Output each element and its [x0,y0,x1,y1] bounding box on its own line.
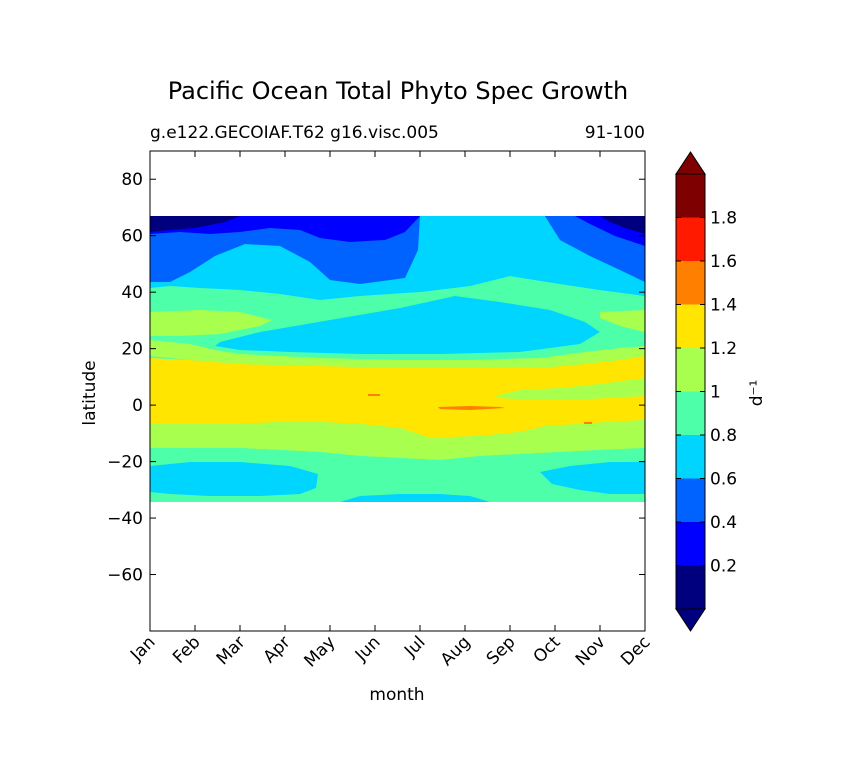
colorbar-segment [676,304,705,348]
colorbar-segment [676,261,705,305]
contour-region-ne-lime [600,310,645,332]
x-tick-label: Jul [400,632,429,661]
chart-subtitle-left: g.e122.GECOIAF.T62 g16.visc.005 [150,123,439,143]
x-axis-label: month [369,685,424,705]
y-tick-label: 0 [132,396,143,416]
colorbar-extend-over [675,151,706,175]
colorbar-segment [676,391,705,435]
x-tick-label: May [301,632,340,671]
colorbar-tick-label: 0.6 [710,470,737,490]
colorbar-tick-label: 1.2 [710,339,737,359]
contour-region-s-center-cyan [340,494,490,502]
y-tick-label: 80 [121,170,143,190]
contour-region-orange-sliver [438,406,505,410]
chart-subtitle-right: 91-100 [585,123,645,143]
colorbar-segment [676,435,705,479]
colorbar-segment [676,174,705,218]
contour-region-orange-dot [368,394,380,396]
x-tick-label: Sep [483,632,520,669]
y-tick-label: −40 [107,509,143,529]
colorbar-tick-label: 1.8 [710,209,737,229]
colorbar-tick-label: 1.6 [710,252,737,272]
colorbar-segment [676,478,705,522]
colorbar-segment [676,522,705,566]
contour-region-sw-cyan [150,462,318,496]
contour-fill-layer [150,216,645,502]
x-tick-label: Oct [530,632,565,667]
contour-region-east-lime-tongue [495,378,645,400]
contour-region-se-cyan [540,462,645,494]
contour-region-lime-20n [150,340,645,368]
x-tick-label: Mar [213,632,250,669]
x-tick-label: Jun [351,632,385,666]
colorbar-extend-under [675,608,706,632]
colorbar-tick-label: 1 [710,383,721,403]
contour-region-lime-south [150,420,645,460]
y-tick-label: 20 [121,340,143,360]
contour-region-north-deepblue [150,216,645,246]
colorbar-tick-label: 0.2 [710,557,737,577]
colorbar: 0.2 0.4 0.6 0.8 1 1.2 1.4 1.6 1.8 [675,151,737,632]
y-tick-label: −20 [107,453,143,473]
contour-region-ne-navy [600,216,645,234]
y-axis: 80 60 40 20 0 −20 −40 −60 [107,170,645,586]
x-tick-label: Jan [126,632,159,665]
x-tick-label: Feb [169,632,204,667]
contour-region-north-lime [150,310,272,336]
x-tick-label: Nov [572,632,610,670]
y-tick-label: 60 [121,227,143,247]
y-axis-label: latitude [80,360,100,425]
colorbar-tick-label: 1.4 [710,296,737,316]
y-tick-label: 40 [121,283,143,303]
x-tick-label: Aug [437,632,475,670]
y-tick-label: −60 [107,566,143,586]
contour-region-nw-navy [150,216,240,232]
chart-title: Pacific Ocean Total Phyto Spec Growth [168,77,629,105]
contour-region-tropics-yellow [150,356,645,438]
contour-region-orange-dot-2 [584,422,592,424]
contour-region-north-cyan-mid [415,216,645,296]
colorbar-segment [676,348,705,392]
x-tick-label: Apr [260,632,295,667]
colorbar-segment [676,565,705,609]
contour-region-north-blue [150,216,645,284]
colorbar-tick-label: 0.4 [710,513,737,533]
colorbar-segment [676,217,705,261]
x-tick-label: Dec [617,632,654,669]
plot-frame [149,150,646,632]
colorbar-tick-label: 0.8 [710,426,737,446]
colorbar-label: d⁻¹ [747,380,767,407]
contour-region-north-tongue [215,296,600,354]
